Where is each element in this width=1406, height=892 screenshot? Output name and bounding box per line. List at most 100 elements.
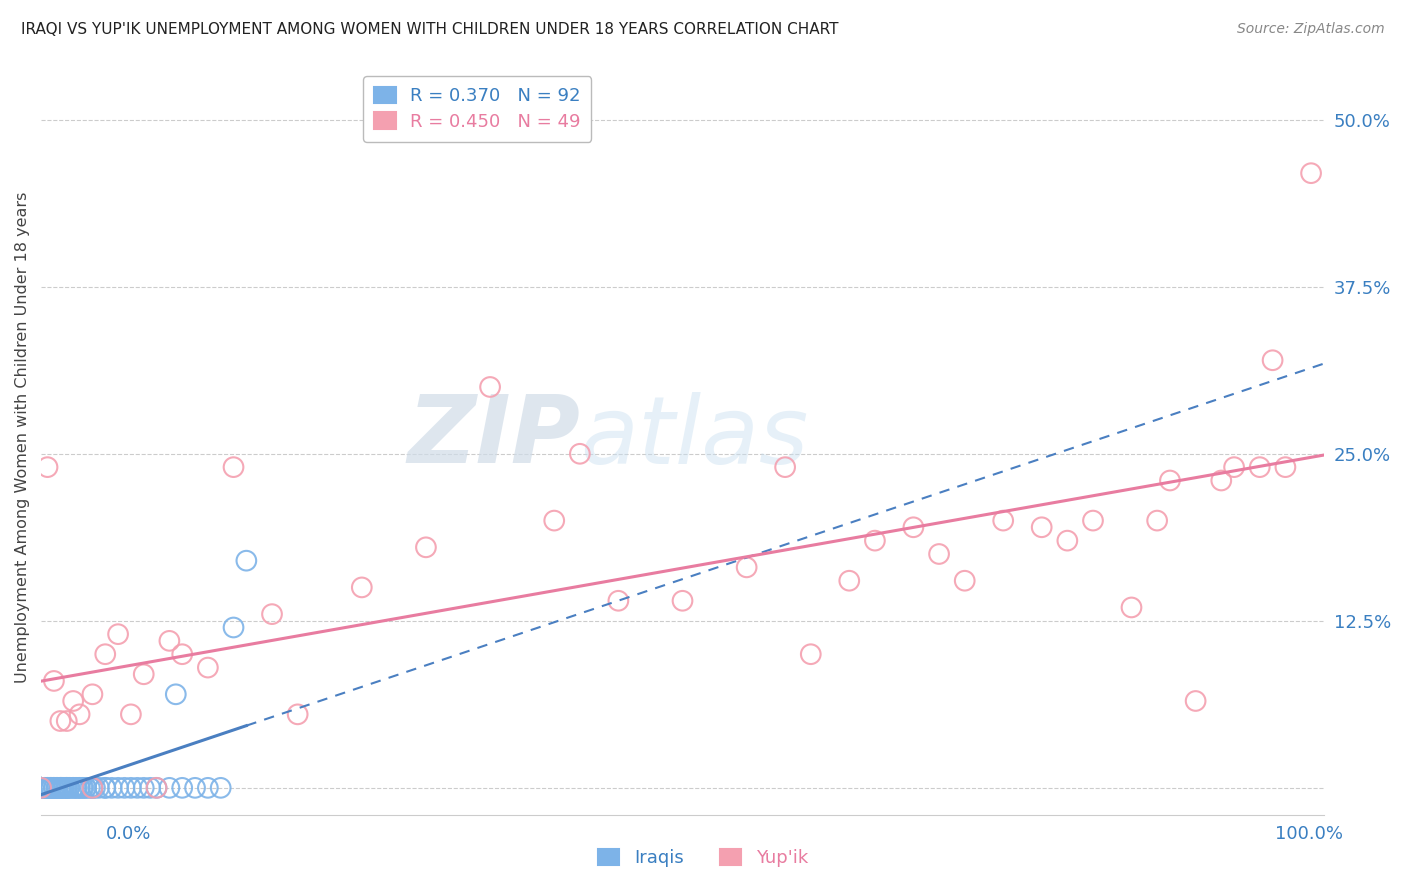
Point	[30, 780, 52, 795]
Point	[30, 780, 52, 795]
Point	[30, 780, 52, 795]
Text: IRAQI VS YUP'IK UNEMPLOYMENT AMONG WOMEN WITH CHILDREN UNDER 18 YEARS CORRELATIO: IRAQI VS YUP'IK UNEMPLOYMENT AMONG WOMEN…	[21, 22, 838, 37]
Point	[30, 780, 52, 795]
Point	[49, 780, 72, 795]
Point	[94, 780, 117, 795]
Point	[30, 780, 52, 795]
Point	[51, 780, 73, 795]
Point	[30, 780, 52, 795]
Point	[479, 380, 502, 394]
Point	[94, 780, 117, 795]
Point	[30, 780, 52, 795]
Point	[55, 780, 77, 795]
Point	[993, 514, 1015, 528]
Point	[49, 780, 72, 795]
Legend: R = 0.370   N = 92, R = 0.450   N = 49: R = 0.370 N = 92, R = 0.450 N = 49	[363, 76, 592, 142]
Point	[37, 460, 59, 475]
Point	[132, 780, 155, 795]
Point	[30, 780, 52, 795]
Point	[79, 780, 101, 795]
Point	[671, 594, 693, 608]
Point	[30, 780, 52, 795]
Point	[1299, 166, 1322, 180]
Point	[41, 780, 63, 795]
Point	[42, 780, 65, 795]
Point	[838, 574, 860, 588]
Point	[34, 780, 56, 795]
Point	[87, 780, 110, 795]
Point	[37, 780, 59, 795]
Point	[120, 780, 142, 795]
Point	[30, 780, 52, 795]
Point	[82, 687, 104, 701]
Point	[350, 581, 373, 595]
Point	[30, 780, 52, 795]
Point	[157, 780, 180, 795]
Point	[30, 780, 52, 795]
Point	[58, 780, 80, 795]
Point	[69, 780, 91, 795]
Point	[157, 633, 180, 648]
Point	[127, 780, 149, 795]
Point	[30, 780, 52, 795]
Point	[30, 780, 52, 795]
Point	[62, 694, 84, 708]
Point	[800, 647, 823, 661]
Point	[120, 707, 142, 722]
Point	[30, 780, 52, 795]
Point	[30, 780, 52, 795]
Point	[30, 780, 52, 795]
Point	[30, 780, 52, 795]
Point	[30, 780, 52, 795]
Point	[45, 780, 67, 795]
Point	[30, 780, 52, 795]
Point	[94, 647, 117, 661]
Text: 100.0%: 100.0%	[1275, 825, 1343, 843]
Point	[49, 714, 72, 728]
Point	[72, 780, 94, 795]
Point	[55, 780, 77, 795]
Point	[55, 780, 77, 795]
Point	[107, 780, 129, 795]
Point	[52, 780, 75, 795]
Point	[30, 780, 52, 795]
Point	[543, 514, 565, 528]
Point	[145, 780, 167, 795]
Point	[1261, 353, 1284, 368]
Point	[1031, 520, 1053, 534]
Point	[172, 780, 194, 795]
Point	[209, 780, 232, 795]
Point	[607, 594, 630, 608]
Point	[197, 780, 219, 795]
Point	[58, 780, 80, 795]
Point	[30, 780, 52, 795]
Text: ZIP: ZIP	[406, 391, 579, 483]
Point	[1184, 694, 1206, 708]
Point	[1274, 460, 1296, 475]
Point	[1159, 474, 1181, 488]
Legend: Iraqis, Yup'ik: Iraqis, Yup'ik	[591, 841, 815, 874]
Text: Source: ZipAtlas.com: Source: ZipAtlas.com	[1237, 22, 1385, 37]
Point	[235, 554, 257, 568]
Point	[65, 780, 87, 795]
Point	[903, 520, 925, 534]
Point	[139, 780, 162, 795]
Point	[222, 620, 245, 634]
Point	[42, 780, 65, 795]
Point	[165, 687, 187, 701]
Y-axis label: Unemployment Among Women with Children Under 18 years: Unemployment Among Women with Children U…	[15, 192, 30, 682]
Point	[53, 780, 76, 795]
Point	[75, 780, 97, 795]
Point	[1121, 600, 1143, 615]
Point	[415, 541, 437, 555]
Point	[1081, 514, 1104, 528]
Point	[953, 574, 976, 588]
Point	[82, 780, 104, 795]
Point	[45, 780, 67, 795]
Point	[260, 607, 283, 621]
Point	[55, 714, 77, 728]
Point	[75, 780, 97, 795]
Point	[62, 780, 84, 795]
Point	[62, 780, 84, 795]
Point	[70, 780, 93, 795]
